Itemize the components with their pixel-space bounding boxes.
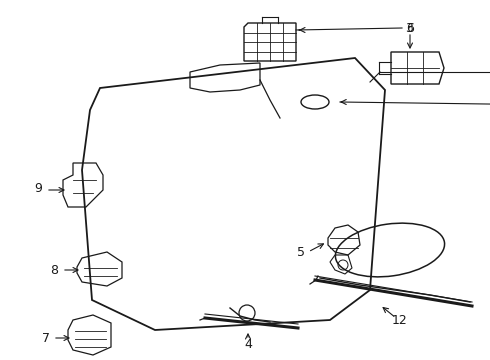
Text: 8: 8	[50, 264, 58, 276]
Text: 6: 6	[406, 22, 414, 35]
Text: 3: 3	[405, 22, 413, 35]
Text: 4: 4	[244, 338, 252, 351]
Text: 12: 12	[392, 314, 408, 327]
Text: 9: 9	[34, 181, 42, 194]
Text: 5: 5	[297, 246, 305, 258]
Text: 7: 7	[42, 332, 50, 345]
